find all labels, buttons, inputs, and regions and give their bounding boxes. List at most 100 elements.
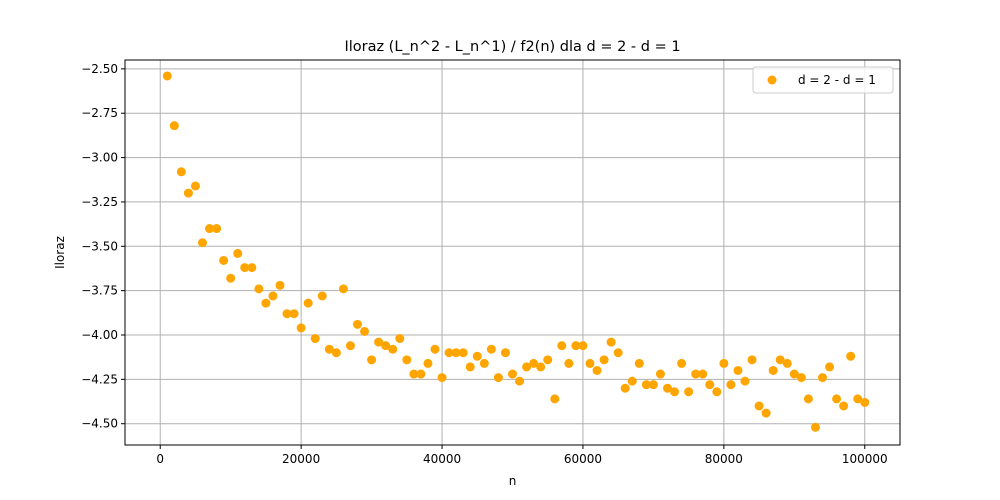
data-point — [655, 369, 665, 379]
legend-marker — [767, 75, 777, 85]
data-point — [416, 369, 426, 379]
data-point — [529, 358, 539, 368]
data-point — [853, 394, 863, 404]
x-tick-label: 60000 — [564, 452, 602, 466]
data-point — [458, 348, 468, 358]
data-point — [381, 341, 391, 351]
y-tick-label: −3.75 — [81, 284, 118, 298]
data-point — [832, 394, 842, 404]
data-point — [219, 255, 229, 265]
data-point — [691, 369, 701, 379]
data-point — [190, 181, 200, 191]
data-point — [423, 358, 433, 368]
data-point — [493, 373, 503, 383]
data-point — [486, 344, 496, 354]
y-tick-label: −4.50 — [81, 417, 118, 431]
x-tick-label: 0 — [156, 452, 164, 466]
data-point — [712, 387, 722, 397]
x-tick-label: 80000 — [705, 452, 743, 466]
data-point — [606, 337, 616, 347]
data-point — [515, 376, 525, 386]
data-point — [754, 401, 764, 411]
data-point — [585, 358, 595, 368]
y-tick-label: −4.25 — [81, 372, 118, 386]
data-point — [409, 369, 419, 379]
legend: d = 2 - d = 1 — [752, 66, 894, 94]
data-point — [268, 291, 278, 301]
data-point — [592, 365, 602, 375]
data-point — [733, 365, 743, 375]
data-point — [599, 355, 609, 365]
data-point — [465, 362, 475, 372]
y-tick-label: −2.50 — [81, 62, 118, 76]
data-point — [395, 334, 405, 344]
data-point — [825, 362, 835, 372]
data-point — [564, 358, 574, 368]
data-point — [345, 341, 355, 351]
data-point — [169, 121, 179, 131]
data-points — [162, 71, 870, 432]
legend-box — [752, 66, 894, 94]
data-point — [282, 309, 292, 319]
data-point — [317, 291, 327, 301]
data-point — [353, 319, 362, 329]
data-point — [296, 323, 306, 333]
data-point — [818, 373, 827, 383]
data-point — [634, 358, 644, 368]
data-point — [705, 380, 715, 390]
data-point — [571, 341, 581, 351]
data-point — [803, 394, 813, 404]
data-point — [367, 355, 377, 365]
data-point — [233, 248, 243, 258]
data-point — [796, 373, 806, 383]
data-point — [543, 355, 553, 365]
data-point — [198, 238, 207, 248]
data-point — [536, 362, 546, 372]
data-point — [641, 380, 651, 390]
data-point — [226, 273, 236, 283]
data-point — [726, 380, 736, 390]
x-axis-ticks: 0 20000 40000 60000 80000 100000 — [156, 445, 888, 466]
data-point — [761, 408, 771, 418]
data-point — [205, 224, 215, 234]
data-point — [324, 344, 334, 354]
data-point — [162, 71, 172, 81]
data-point — [289, 309, 299, 319]
data-point — [402, 355, 412, 365]
data-point — [620, 383, 630, 393]
x-tick-label: 20000 — [282, 452, 320, 466]
data-point — [247, 263, 257, 273]
data-point — [684, 387, 694, 397]
data-point — [613, 348, 623, 358]
data-point — [472, 351, 482, 361]
data-point — [747, 355, 757, 365]
data-point — [388, 344, 398, 354]
data-point — [338, 284, 348, 294]
data-point — [648, 380, 658, 390]
y-tick-label: −2.75 — [81, 106, 118, 120]
data-point — [430, 344, 440, 354]
legend-label: d = 2 - d = 1 — [798, 73, 876, 87]
x-tick-label: 40000 — [423, 452, 461, 466]
data-point — [522, 362, 532, 372]
y-axis-label: Iloraz — [53, 236, 67, 269]
data-point — [303, 298, 313, 308]
data-point — [451, 348, 461, 358]
y-tick-label: −3.00 — [81, 151, 118, 165]
data-point — [212, 224, 222, 234]
data-point — [789, 369, 799, 379]
data-point — [677, 358, 687, 368]
axes-frame — [124, 59, 901, 446]
data-point — [719, 358, 729, 368]
data-point — [500, 348, 510, 358]
data-point — [176, 167, 186, 177]
data-point — [663, 383, 672, 393]
x-axis-label: n — [509, 474, 517, 488]
data-point — [860, 397, 870, 407]
data-point — [670, 387, 680, 397]
chart-title: Iloraz (L_n^2 - L_n^1) / f2(n) dla d = 2… — [344, 39, 680, 55]
data-point — [508, 369, 517, 379]
grid-lines — [125, 60, 900, 445]
data-point — [374, 337, 384, 347]
